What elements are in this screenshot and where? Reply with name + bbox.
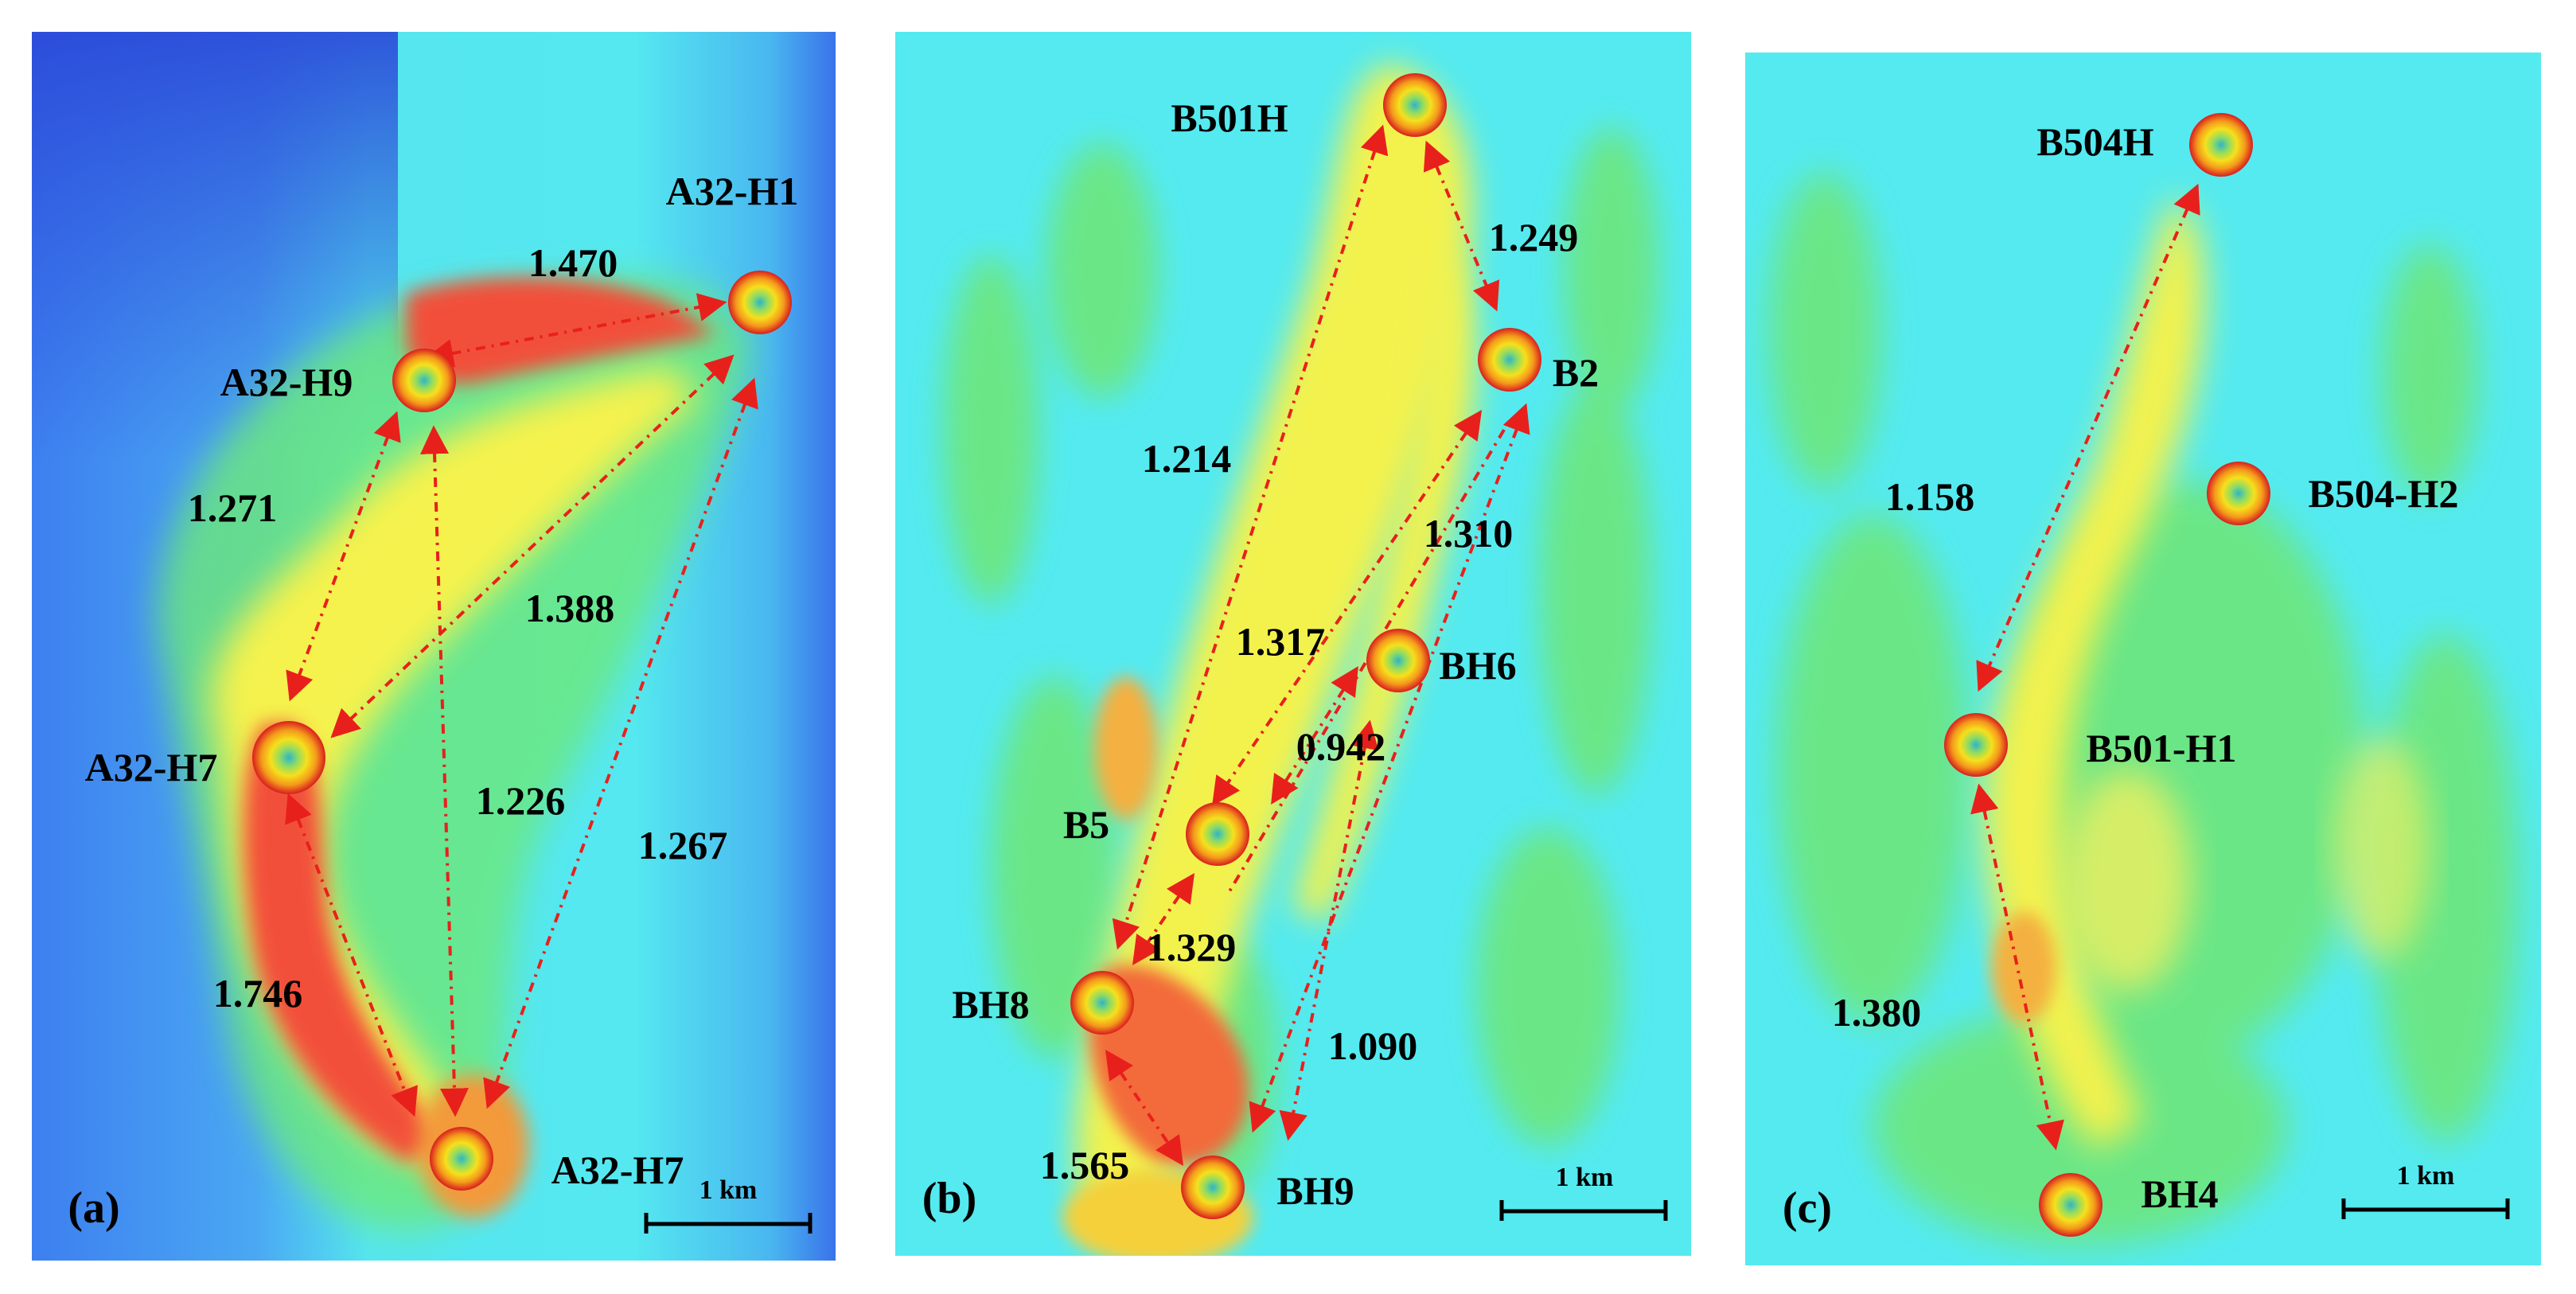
link-a32h9-a32h7-lower: [420, 425, 469, 1117]
panel-label: (b): [922, 1174, 977, 1223]
link-b504h-b501h1: [1976, 183, 2200, 692]
scale-bar-label: 1 km: [2396, 1161, 2455, 1191]
scale-bar-c: [2341, 1199, 2510, 1219]
link-bh6-bh9: [1279, 719, 1379, 1141]
distance-label: 1.158: [1884, 474, 1975, 519]
link-a32h1-a32h7-lower: [483, 377, 758, 1109]
distance-label: 1.565: [1039, 1143, 1130, 1187]
scale-bar-label: 1 km: [699, 1175, 758, 1205]
well-label: BH8: [952, 982, 1030, 1027]
connection-lines-a: [285, 293, 758, 1117]
well-marker: [2189, 113, 2253, 177]
scale-bar-label: 1 km: [1555, 1163, 1614, 1192]
connection-lines-c: [1970, 183, 2200, 1151]
scale-bar-a: [644, 1213, 813, 1234]
wells-b: [1070, 73, 1541, 1219]
distance-label: 1.329: [1146, 925, 1237, 969]
well-label: B504H: [2036, 119, 2154, 164]
well-marker: [1070, 971, 1134, 1035]
well-label: BH9: [1276, 1168, 1354, 1213]
well-label: B2: [1552, 350, 1600, 395]
well-label: A32-H7: [551, 1148, 684, 1192]
link-bh8-bh9: [1105, 1050, 1184, 1166]
distance-label: 1.271: [187, 485, 278, 530]
link-b501h-bh8: [1112, 124, 1389, 950]
distance-label: 1.249: [1488, 215, 1579, 259]
link-b5-bh8: [1132, 873, 1195, 965]
well-marker: [430, 1127, 493, 1191]
map-panel-b: B501H B2 BH6 B5 BH8 BH9 1.249 1.214 1.31…: [895, 32, 1691, 1256]
well-marker: [1186, 802, 1249, 866]
well-label: BH4: [2141, 1171, 2219, 1216]
wells-a: [252, 271, 792, 1191]
distance-label: 1.746: [212, 971, 303, 1015]
well-marker: [1181, 1156, 1245, 1219]
heatmap-c: [1745, 53, 2541, 1265]
distance-label: 1.214: [1141, 436, 1232, 481]
wells-c: [1944, 113, 2270, 1237]
distance-label: 1.226: [475, 778, 566, 823]
distance-label: 1.090: [1327, 1023, 1418, 1068]
link-a32h9-a32h1: [424, 293, 727, 368]
connection-lines-b: [1105, 124, 1530, 1166]
well-marker: [2039, 1173, 2102, 1237]
map-panel-c: B504H B504-H2 B501-H1 BH4 1.158 1.380 (c…: [1745, 53, 2541, 1265]
heatmap-b: [895, 32, 1691, 1256]
scale-bar-b: [1499, 1200, 1668, 1221]
distance-label: 1.470: [528, 240, 618, 285]
well-marker: [728, 271, 792, 334]
well-marker: [252, 721, 325, 794]
well-marker: [392, 349, 456, 412]
well-marker: [2207, 462, 2270, 525]
distance-label: 1.310: [1423, 511, 1514, 555]
heatmap-a: [32, 32, 836, 1261]
well-marker: [1366, 629, 1430, 692]
panel-label: (a): [68, 1183, 120, 1233]
well-label: B501-H1: [2086, 726, 2237, 770]
well-marker: [1944, 713, 2008, 777]
well-marker: [1383, 73, 1447, 137]
distance-label: 1.380: [1831, 990, 1922, 1035]
well-label: B5: [1062, 802, 1110, 847]
distance-label: 1.388: [524, 586, 615, 630]
distance-label: 1.267: [637, 823, 728, 867]
well-marker: [1478, 328, 1541, 392]
well-label: A32-H7: [84, 745, 218, 789]
link-b501h-b2: [1423, 140, 1500, 312]
map-panel-a: A32-H1 A32-H9 A32-H7 A32-H7 1.470 1.271 …: [32, 32, 836, 1261]
panel-label: (c): [1782, 1183, 1833, 1233]
well-label: A32-H1: [665, 169, 799, 213]
distance-label: 0.942: [1296, 724, 1386, 769]
link-a32h7-a32h7: [285, 793, 418, 1117]
well-label: BH6: [1439, 643, 1517, 688]
well-label: A32-H9: [220, 360, 353, 404]
distance-label: 1.317: [1235, 619, 1326, 664]
well-label: B501H: [1171, 95, 1288, 140]
well-label: B504-H2: [2308, 471, 2459, 516]
